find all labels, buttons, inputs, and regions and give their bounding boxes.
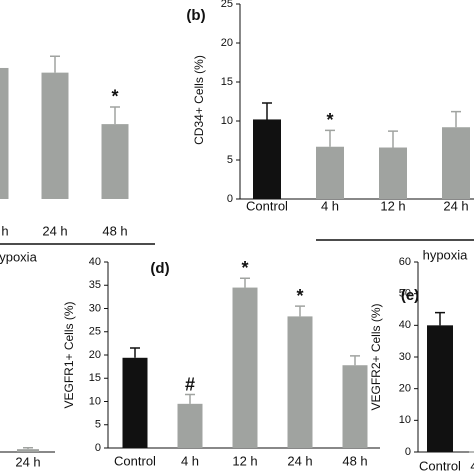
panel-label: (e) (401, 287, 419, 304)
y-axis-label: VEGFR2+ Cells (%) (369, 303, 383, 410)
annotation: * (326, 110, 333, 130)
x-tick-label: 4 h (181, 453, 199, 468)
group-label: hypoxia (423, 247, 469, 262)
x-tick-label: Control (114, 453, 156, 468)
bar (342, 365, 368, 448)
panel-label: (b) (186, 7, 205, 24)
bar (427, 325, 453, 452)
error-bar (295, 305, 305, 317)
y-tick-label: 20 (399, 383, 411, 395)
x-tick-label: 12 h (232, 453, 257, 468)
x-tick-label: Control (419, 458, 461, 473)
group-label: ypoxia (0, 249, 38, 264)
y-tick-label: 10 (221, 115, 233, 127)
x-tick-label: 24 h (443, 198, 468, 213)
error-bar (110, 106, 120, 125)
bar (41, 72, 69, 199)
annotation: * (111, 87, 118, 107)
x-tick-label: 24 h (287, 453, 312, 468)
bar (177, 403, 203, 448)
error-bar (185, 393, 195, 404)
annotation: * (296, 286, 303, 306)
y-tick-label: 10 (89, 395, 101, 407)
bar (0, 67, 9, 200)
x-tick-label: h (1, 223, 8, 238)
y-tick-label: 25 (89, 326, 101, 338)
bar (232, 287, 258, 448)
x-tick-label: 4 h (321, 198, 339, 213)
y-tick-label: 0 (95, 442, 101, 454)
panel-label: (d) (150, 260, 169, 277)
error-bar (325, 129, 335, 147)
error-bar (262, 102, 272, 120)
error-bar (130, 347, 140, 358)
y-tick-label: 15 (89, 372, 101, 384)
y-tick-label: 60 (399, 256, 411, 268)
bar (122, 357, 148, 448)
x-tick-label: 48 h (342, 453, 367, 468)
y-tick-label: 20 (221, 37, 233, 49)
error-bar (50, 55, 60, 73)
y-tick-label: 25 (221, 0, 233, 10)
bar (253, 119, 281, 199)
y-tick-label: 20 (89, 349, 101, 361)
error-bar (23, 446, 33, 450)
bar (316, 146, 344, 199)
y-axis-label: VEGFR1+ Cells (%) (62, 301, 76, 408)
x-tick-label: 24 h (42, 223, 67, 238)
y-tick-label: 40 (89, 256, 101, 268)
error-bar (451, 110, 461, 128)
y-tick-label: 30 (399, 351, 411, 363)
y-tick-label: 5 (95, 419, 101, 431)
annotation: # (185, 374, 195, 394)
y-tick-label: 0 (405, 446, 411, 458)
y-tick-label: 10 (399, 414, 411, 426)
error-bar (350, 355, 360, 366)
error-bar (388, 130, 398, 148)
bar (101, 124, 129, 199)
y-axis-label: CD34+ Cells (%) (192, 55, 206, 145)
bar (442, 127, 470, 199)
y-tick-label: 35 (89, 279, 101, 291)
x-tick-label: Control (246, 198, 288, 213)
error-bar (240, 277, 250, 288)
x-tick-label: 12 h (380, 198, 405, 213)
annotation: * (241, 258, 248, 278)
bar (287, 316, 313, 448)
x-tick-label: 4 (470, 458, 474, 473)
bar (17, 449, 39, 452)
y-tick-label: 15 (221, 76, 233, 88)
y-tick-label: 0 (227, 193, 233, 205)
error-bar (435, 311, 445, 326)
y-tick-label: 40 (399, 319, 411, 331)
bar (379, 147, 407, 199)
x-tick-label: 48 h (102, 223, 127, 238)
x-tick-label: 24 h (15, 454, 40, 469)
y-tick-label: 50 (399, 288, 411, 300)
y-tick-label: 5 (227, 154, 233, 166)
y-tick-label: 30 (89, 302, 101, 314)
